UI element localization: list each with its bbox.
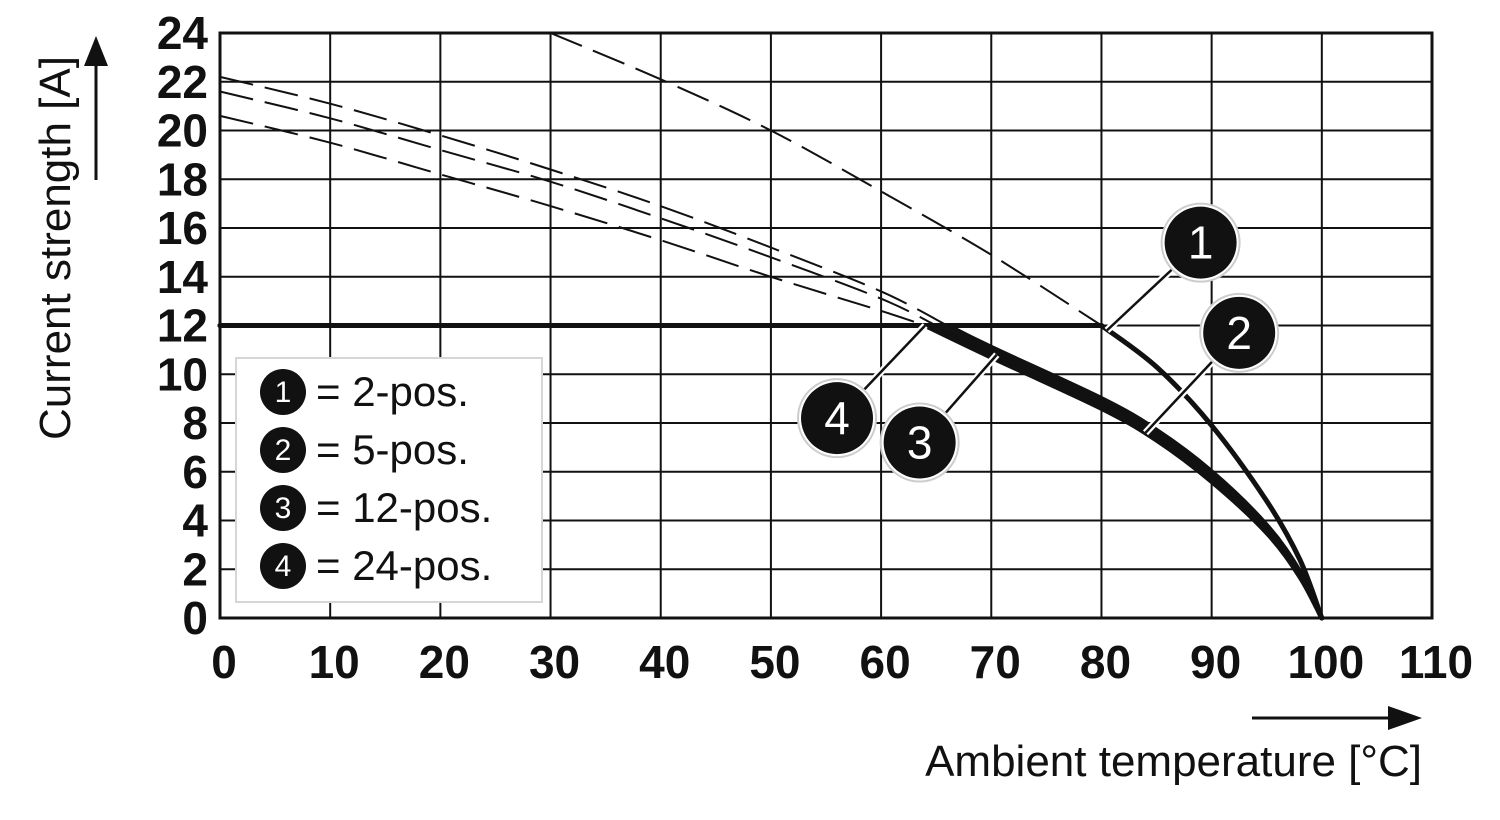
callout-badge-label: 4 <box>824 392 850 444</box>
theoretical-curve-3 <box>219 90 937 327</box>
derating-curve-1 <box>217 323 1325 621</box>
callout-badge <box>801 382 874 455</box>
legend-badge <box>260 485 306 531</box>
legend-entry-label: = 12-pos. <box>316 484 492 531</box>
x-tick-label: 20 <box>419 636 470 688</box>
x-tick-label: 50 <box>749 636 800 688</box>
x-tick-label: 80 <box>1080 636 1131 688</box>
y-tick-label: 8 <box>182 397 208 449</box>
callout-badge <box>1164 206 1237 279</box>
x-tick-label: 10 <box>309 636 360 688</box>
y-tick-label: 6 <box>182 446 208 498</box>
theoretical-curve-4 <box>219 114 926 327</box>
legend-badge-label: 3 <box>275 492 292 525</box>
callout-leader <box>1144 359 1215 434</box>
y-axis-label: Current strength [A] <box>31 56 80 440</box>
x-tick-label: 90 <box>1190 636 1241 688</box>
callout-leader <box>862 324 927 392</box>
y-tick-label: 18 <box>157 153 208 205</box>
y-tick-label: 10 <box>157 348 208 400</box>
x-tick-labels: 0 10 20 30 40 50 60 70 80 90 100 110 <box>211 636 1473 688</box>
callouts: 12 3 4 <box>797 202 1280 483</box>
y-tick-label: 24 <box>157 7 209 59</box>
legend-entry-label: = 5-pos. <box>316 426 469 473</box>
y-tick-label: 16 <box>157 202 208 254</box>
x-tick-label: 40 <box>639 636 690 688</box>
legend-badge-label: 1 <box>275 376 292 409</box>
x-tick-label: 60 <box>860 636 911 688</box>
legend-entry-label: = 2-pos. <box>316 368 469 415</box>
y-tick-label: 0 <box>182 592 208 644</box>
x-tick-label: 0 <box>211 636 237 688</box>
legend: 1 = 2-pos. 2 = 5-pos. 3 = 12-pos. 4 = 24-pos. <box>235 357 543 603</box>
legend-badge <box>260 543 306 589</box>
y-tick-label: 12 <box>157 300 208 352</box>
x-tick-label: 100 <box>1287 636 1364 688</box>
legend-entry-label: = 24-pos. <box>316 542 492 589</box>
callout-badge-label: 1 <box>1188 217 1214 269</box>
legend-badge-label: 4 <box>275 550 292 583</box>
y-axis-arrow <box>84 36 108 180</box>
callout-leader <box>943 353 998 415</box>
legend-badge <box>260 427 306 473</box>
x-tick-label: 30 <box>529 636 580 688</box>
theoretical-curves <box>219 32 1103 327</box>
legend-badge-label: 2 <box>275 434 292 467</box>
callout-badge-label: 3 <box>907 417 933 469</box>
callout-leader <box>1106 267 1174 332</box>
callout-badge <box>883 406 956 479</box>
callout-badge-label: 2 <box>1226 307 1252 359</box>
x-tick-label: 110 <box>1399 636 1473 688</box>
plot-frame <box>218 31 1434 620</box>
legend-badge <box>260 369 306 415</box>
x-axis-label: Ambient temperature [°C] <box>925 737 1422 786</box>
x-tick-label: 70 <box>970 636 1021 688</box>
x-axis-arrow <box>1252 706 1422 730</box>
callout-badge <box>1203 296 1276 369</box>
y-tick-label: 4 <box>182 495 208 547</box>
y-tick-label: 14 <box>157 251 209 303</box>
theoretical-curve-2 <box>219 75 948 327</box>
derating-curves <box>217 323 1325 621</box>
y-tick-label: 22 <box>157 56 208 108</box>
y-tick-label: 2 <box>182 543 208 595</box>
theoretical-curve-1 <box>550 32 1103 327</box>
y-tick-label: 20 <box>157 105 208 157</box>
